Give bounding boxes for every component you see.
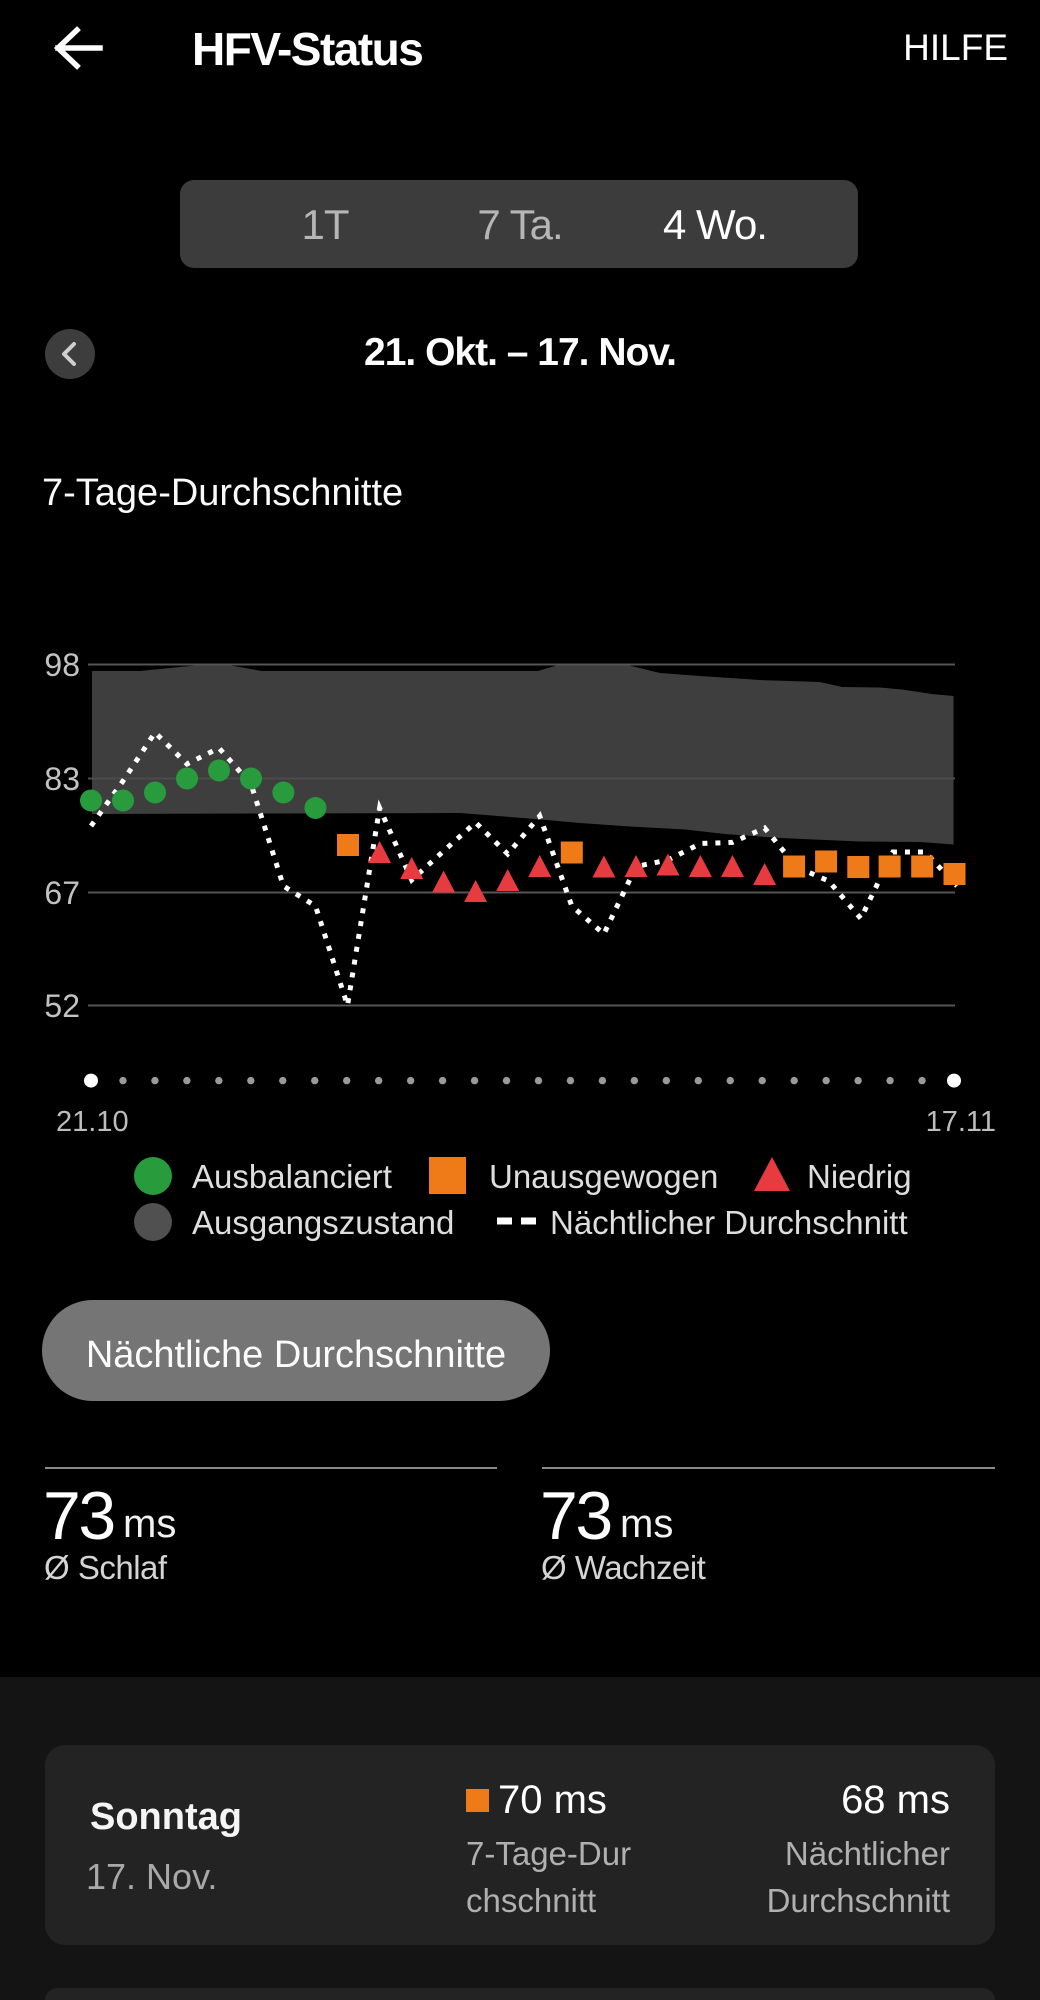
svg-text:98: 98 bbox=[44, 647, 80, 683]
svg-text:83: 83 bbox=[44, 761, 80, 797]
svg-text:67: 67 bbox=[44, 875, 80, 911]
svg-text:52: 52 bbox=[44, 988, 80, 1024]
